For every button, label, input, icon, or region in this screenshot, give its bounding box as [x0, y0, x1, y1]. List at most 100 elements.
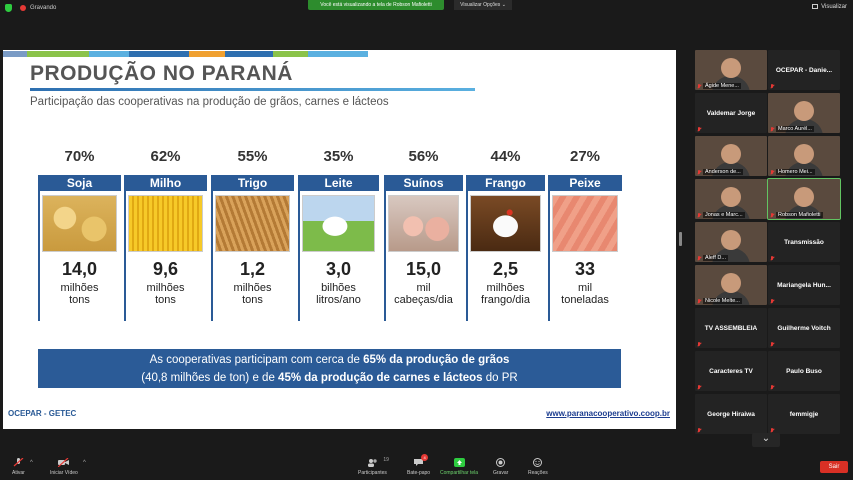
participant-name: Jonas e Marc... — [703, 212, 745, 218]
product-name: Peixe — [548, 175, 622, 191]
mic-muted-icon — [770, 299, 775, 304]
product-share: 56% — [408, 148, 439, 165]
participant-tile[interactable]: Paulo Buso — [768, 351, 840, 391]
soybeans-image — [42, 195, 117, 252]
leave-button[interactable]: Sair — [820, 461, 848, 473]
product-value: 3,0 — [325, 259, 352, 279]
card-divider — [384, 191, 386, 321]
mic-muted-icon — [770, 342, 775, 347]
participant-tile[interactable]: Caracteres TV — [695, 351, 767, 391]
mic-muted-icon — [770, 213, 775, 218]
participant-name: femmigje — [789, 410, 819, 418]
color-strip — [225, 51, 273, 57]
participant-name: Nicole Melte... — [703, 298, 742, 304]
mic-muted-icon — [697, 84, 702, 89]
card-divider — [548, 191, 550, 321]
card-divider — [124, 191, 126, 321]
participant-tile[interactable]: Ágide Mene... — [695, 50, 767, 90]
summary-text: do PR — [482, 372, 518, 384]
share-screen-button[interactable]: Compartilhar tela — [440, 458, 478, 476]
product-value: 15,0 — [405, 259, 442, 279]
gallery-scroll-down-button[interactable]: ⌄ — [752, 433, 780, 447]
footer-url: www.paranacooperativo.coop.br — [546, 409, 670, 418]
participant-tile[interactable]: Robson Mafioletti — [767, 178, 841, 220]
mic-muted-icon — [770, 428, 775, 433]
participants-icon — [367, 459, 377, 467]
participant-name: Guilherme Voitch — [777, 324, 831, 332]
mic-muted-icon — [770, 84, 775, 89]
participant-face — [794, 187, 814, 207]
mic-muted-icon — [697, 299, 702, 304]
mic-muted-icon — [770, 256, 775, 261]
participant-tile[interactable]: TV ASSEMBLEIA — [695, 308, 767, 348]
participants-count: 19 — [383, 457, 389, 463]
slide-subtitle: Participação das cooperativas na produçã… — [30, 96, 389, 108]
participant-name: Mariangela Hun... — [777, 281, 831, 289]
chicken-image — [470, 195, 541, 252]
footer-org: OCEPAR - GETEC — [8, 409, 77, 418]
meeting-top-bar: Gravando Você está visualizando a tela d… — [0, 0, 853, 16]
participant-tile[interactable]: Guilherme Voitch — [768, 308, 840, 348]
summary-highlight: 65% da produção de grãos — [363, 354, 510, 366]
participant-tile[interactable]: Transmissão — [768, 222, 840, 262]
view-button-label: Visualizar — [821, 4, 847, 11]
color-strip — [129, 51, 189, 57]
shield-icon[interactable] — [5, 4, 12, 12]
product-card-suínos: 56% Suínos 15,0 mil cabeças/dia — [384, 148, 463, 328]
participant-tile[interactable]: Nicole Melte... — [695, 265, 767, 305]
mic-muted-icon — [770, 385, 775, 390]
product-share: 35% — [323, 148, 354, 165]
participant-face — [721, 187, 741, 207]
participant-face — [721, 230, 741, 250]
smiley-icon — [533, 458, 543, 467]
product-value: 9,6 — [152, 259, 179, 279]
participant-name: Anderson de... — [703, 169, 743, 175]
product-unit: mil cabeças/dia — [394, 282, 453, 306]
record-button[interactable]: Gravar — [493, 458, 508, 476]
product-card-frango: 44% Frango 2,5 milhões frango/dia — [466, 148, 545, 328]
unmute-button[interactable]: Ativar ^ — [12, 458, 33, 476]
participant-tile[interactable]: Jonas e Marc... — [695, 179, 767, 219]
summary-box: As cooperativas participam com cerca de … — [38, 349, 621, 388]
participant-tile[interactable]: Marco Aurél... — [768, 93, 840, 133]
color-strip — [89, 51, 129, 57]
participant-tile[interactable]: Aleff D... — [695, 222, 767, 262]
unmute-label: Ativar — [12, 470, 25, 476]
product-unit: milhões tons — [233, 282, 272, 306]
start-video-button[interactable]: Iniciar Vídeo ^ — [50, 458, 86, 476]
caret-up-icon[interactable]: ^ — [82, 460, 86, 466]
participants-button[interactable]: Participantes 19 — [358, 457, 389, 476]
product-name: Leite — [298, 175, 379, 191]
product-card-milho: 62% Milho 9,6 milhões tons — [124, 148, 207, 328]
participant-tile[interactable]: George Hiraiwa — [695, 394, 767, 434]
participant-face — [721, 58, 741, 78]
card-divider — [211, 191, 213, 321]
panel-resize-handle[interactable] — [679, 232, 682, 246]
recording-label: Gravando — [30, 5, 57, 11]
color-strip — [27, 51, 89, 57]
mic-muted-icon — [697, 127, 702, 132]
color-strip — [308, 51, 368, 57]
participant-tile[interactable]: Mariangela Hun... — [768, 265, 840, 305]
participant-tile[interactable]: femmigje — [768, 394, 840, 434]
product-share: 70% — [64, 148, 95, 165]
view-options-button[interactable]: Visualizar Opções ⌄ — [454, 0, 512, 10]
mic-muted-icon — [697, 342, 702, 347]
product-card-peixe: 27% Peixe 33 mil toneladas — [548, 148, 622, 328]
participant-tile[interactable]: OCEPAR - Danie... — [768, 50, 840, 90]
participant-name: Robson Mafioletti — [776, 212, 823, 218]
view-button[interactable]: Visualizar — [812, 4, 847, 10]
reactions-button[interactable]: Reações — [528, 458, 548, 476]
participant-tile[interactable]: Valdemar Jorge — [695, 93, 767, 133]
video-off-icon — [58, 458, 70, 467]
meeting-controls: Ativar ^ Iniciar Vídeo ^ Participantes 1… — [0, 452, 853, 480]
chat-button[interactable]: Bate-papo 4 — [407, 454, 430, 476]
caret-up-icon[interactable]: ^ — [29, 460, 33, 466]
participant-name: Caracteres TV — [709, 367, 753, 375]
share-screen-label: Compartilhar tela — [440, 470, 479, 476]
pigs-image — [388, 195, 459, 252]
participant-tile[interactable]: Homero Mei... — [768, 136, 840, 176]
product-unit: mil toneladas — [561, 282, 609, 306]
product-value: 2,5 — [492, 259, 519, 279]
participant-tile[interactable]: Anderson de... — [695, 136, 767, 176]
